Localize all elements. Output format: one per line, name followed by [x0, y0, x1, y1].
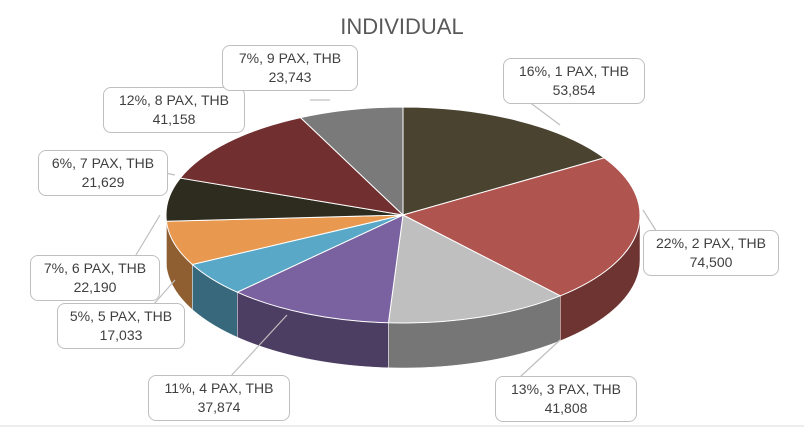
data-label-4-pax: 11%, 4 PAX, THB 37,874 — [148, 375, 290, 421]
data-label-value: 41,158 — [152, 111, 196, 127]
data-label-line1: 7%, 9 PAX, THB — [238, 50, 342, 66]
data-label-value: 23,743 — [268, 69, 312, 85]
data-label-line1: 5%, 5 PAX, THB — [69, 308, 173, 324]
leader-line-4-pax — [229, 314, 288, 378]
data-label-line1: 7%, 6 PAX, THB — [43, 260, 147, 276]
pie-slice-3-pax[interactable] — [387, 214, 562, 324]
data-label-line1: 12%, 8 PAX, THB — [119, 92, 229, 108]
data-label-8-pax: 12%, 8 PAX, THB 41,158 — [103, 87, 245, 133]
data-label-line1: 11%, 4 PAX, THB — [164, 380, 274, 396]
data-label-5-pax: 5%, 5 PAX, THB 17,033 — [57, 303, 185, 349]
pie-slice-8-pax[interactable] — [179, 117, 405, 216]
data-label-value: 22,190 — [73, 279, 117, 295]
data-label-1-pax: 16%, 1 PAX, THB 53,854 — [503, 58, 645, 104]
pie-slice-1-pax[interactable] — [402, 106, 606, 216]
data-label-line1: 16%, 1 PAX, THB — [519, 63, 629, 79]
data-label-6-pax: 7%, 6 PAX, THB 22,190 — [30, 255, 160, 301]
pie-slice-2-pax[interactable] — [401, 157, 641, 297]
data-label-value: 37,874 — [197, 399, 241, 415]
data-label-line1: 13%, 3 PAX, THB — [511, 381, 621, 397]
leader-line-3-pax — [519, 339, 561, 378]
data-label-line1: 22%, 2 PAX, THB — [656, 235, 766, 251]
data-label-line1: 6%, 7 PAX, THB — [51, 155, 155, 171]
data-label-value: 21,629 — [81, 174, 125, 190]
pie-slice-9-pax[interactable] — [299, 106, 404, 217]
data-label-3-pax: 13%, 3 PAX, THB 41,808 — [495, 376, 637, 422]
data-label-value: 41,808 — [544, 400, 588, 416]
data-label-2-pax: 22%, 2 PAX, THB 74,500 — [643, 230, 779, 276]
chart-title: INDIVIDUAL — [340, 14, 464, 39]
data-label-value: 17,033 — [99, 327, 143, 343]
data-label-value: 53,854 — [552, 82, 596, 98]
pie-slice-4-pax[interactable] — [236, 214, 404, 324]
data-label-7-pax: 6%, 7 PAX, THB 21,629 — [38, 150, 168, 196]
data-label-value: 74,500 — [689, 254, 733, 270]
data-label-9-pax: 7%, 9 PAX, THB 23,743 — [222, 45, 358, 91]
